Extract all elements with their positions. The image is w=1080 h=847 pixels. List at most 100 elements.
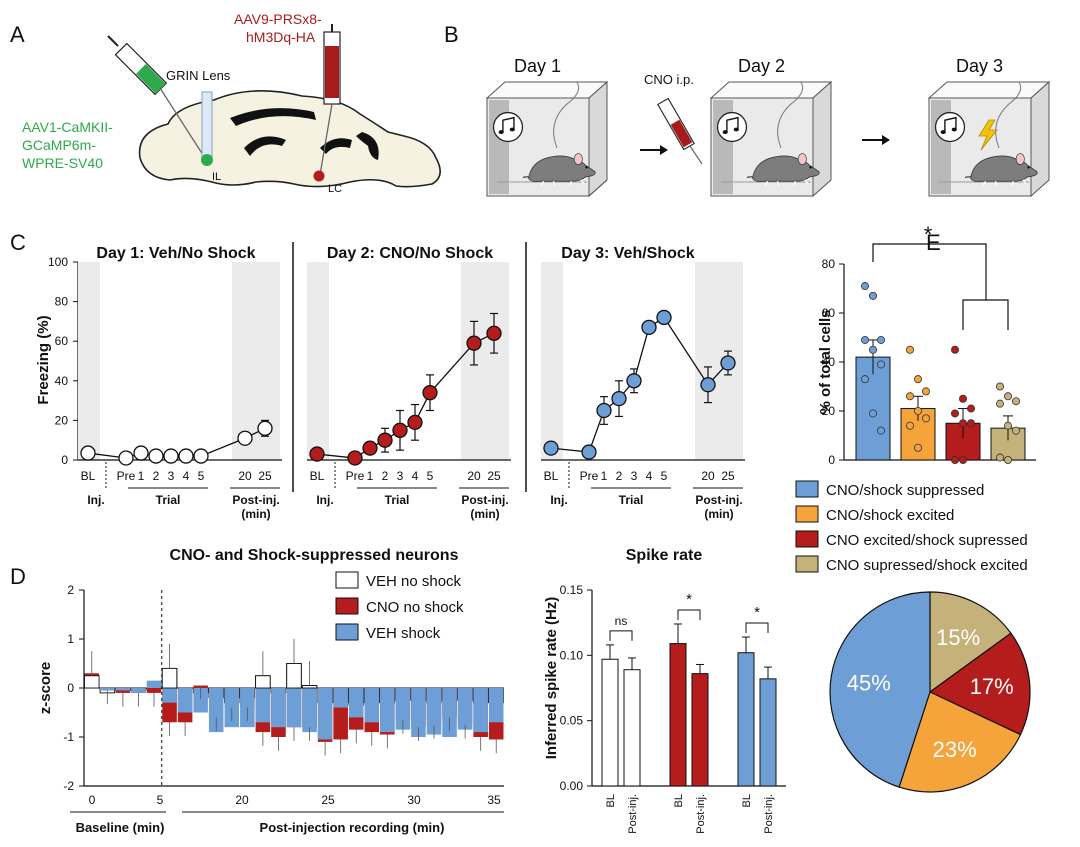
arrow-day1-to-day2	[640, 145, 668, 155]
percent-y-tick-label: 60	[822, 306, 836, 320]
zscore-bar-white	[301, 685, 318, 689]
zscore-bar	[302, 688, 317, 733]
syringe-cno	[657, 97, 703, 165]
zscore-bar	[426, 688, 442, 735]
cell-point	[914, 375, 923, 384]
legend-label: CNO/shock excited	[826, 507, 954, 524]
baseline-shade	[541, 262, 563, 460]
lc-label: LC	[328, 183, 342, 195]
freezing-x-tick-label: 2	[382, 469, 389, 483]
data-point	[133, 445, 149, 461]
significance-label: *	[686, 591, 692, 608]
significance-label: ns	[615, 614, 628, 628]
cell-point	[922, 414, 931, 423]
cell-point	[959, 455, 968, 464]
spike-bar	[669, 643, 687, 787]
zscore-bar	[193, 688, 208, 713]
significance-bracket	[677, 609, 701, 620]
cell-point	[861, 282, 870, 291]
freezing-x-tick-label: 4	[412, 469, 419, 483]
zscore-y-tick-label: 2	[67, 583, 74, 597]
day-2-label: Day 2	[738, 56, 785, 76]
cell-point	[1012, 426, 1021, 435]
significance-star: *	[924, 222, 933, 247]
injection-group-label: Inj.	[87, 493, 104, 507]
post-group-unit-label: (min)	[241, 507, 270, 521]
data-point	[466, 335, 482, 351]
pie-slice	[829, 591, 931, 788]
cell-point	[959, 394, 968, 403]
data-point	[392, 422, 408, 438]
freezing-axis-label: Freezing (%)	[35, 315, 52, 404]
spike-y-tick-label: 0.15	[560, 583, 584, 597]
cell-point	[951, 345, 960, 354]
legend-swatch	[795, 530, 819, 548]
spike-y-tick-label: 0.00	[560, 779, 584, 793]
panel-e: E % of total cells 0 20 40 60 80 * CNO/shock s…	[795, 222, 1036, 793]
panel-label-c: C	[10, 230, 26, 255]
zscore-bar	[146, 688, 162, 693]
post-injection-shade	[461, 262, 509, 460]
zscore-bar	[208, 688, 224, 733]
day-1-label: Day 1	[514, 56, 561, 76]
freezing-y-tick-label: 40	[55, 374, 69, 388]
freezing-x-tick-label: 2	[616, 469, 623, 483]
post-injection-group-label: Post-injection recording (min)	[260, 820, 445, 835]
syringe-red	[319, 24, 341, 176]
cell-point	[967, 419, 976, 428]
pie-slice-label: 17%	[970, 674, 1014, 699]
spike-x-label: BL	[605, 794, 617, 807]
virus-green-line3: WPRE-SV40	[22, 155, 103, 171]
trial-group-label: Trial	[385, 493, 410, 507]
cell-point	[951, 409, 960, 418]
legend-label: CNO no shock	[366, 599, 464, 616]
chamber-day-1	[485, 80, 609, 198]
data-point	[641, 319, 657, 335]
cell-point	[914, 443, 923, 452]
freezing-x-tick-label: 5	[661, 469, 668, 483]
cell-point	[861, 335, 870, 344]
zscore-bar	[100, 688, 115, 691]
zscore-bar	[333, 688, 348, 708]
post-group-unit-label: (min)	[704, 507, 733, 521]
percent-y-tick-label: 40	[822, 355, 836, 369]
injection-group-label: Inj.	[550, 493, 567, 507]
freezing-x-tick-label: 2	[153, 469, 160, 483]
freezing-y-tick-label: 80	[55, 295, 69, 309]
zscore-chart-title: CNO- and Shock-suppressed neurons	[170, 547, 459, 564]
data-point	[257, 420, 273, 436]
panel-label-d: D	[10, 564, 26, 589]
legend-swatch	[795, 555, 819, 573]
zscore-bar	[255, 688, 271, 723]
brain-fold	[320, 138, 352, 154]
chamber-day-3	[927, 80, 1051, 198]
freezing-y-tick-label: 100	[48, 255, 68, 269]
cell-point	[1004, 392, 1013, 401]
data-point	[347, 450, 363, 466]
freezing-x-tick-label: 25	[487, 469, 501, 483]
data-point	[700, 377, 716, 393]
panel-label-e: E	[926, 230, 941, 255]
cell-point	[922, 387, 931, 396]
syringe-green	[107, 35, 206, 159]
cell-point	[967, 404, 976, 413]
data-point	[237, 430, 253, 446]
il-label: IL	[212, 171, 221, 183]
post-group-unit-label: (min)	[470, 507, 499, 521]
data-point	[362, 440, 378, 456]
zscore-y-tick-label: 0	[67, 681, 74, 695]
brain-corpus-callosum	[230, 108, 316, 126]
cell-point	[996, 453, 1005, 462]
freezing-y-tick-label: 60	[55, 334, 69, 348]
zscore-bar	[395, 688, 411, 730]
zscore-x-tick-label: 0	[89, 793, 96, 807]
legend-swatch	[795, 480, 819, 498]
legend-swatch	[335, 623, 359, 641]
spike-y-tick-label: 0.05	[560, 714, 584, 728]
zscore-bar	[442, 688, 457, 737]
zscore-y-tick-label: -1	[63, 730, 74, 744]
zscore-bar	[411, 688, 426, 737]
percent-axis-label: % of total cells	[817, 309, 834, 414]
zscore-bar	[457, 688, 473, 730]
